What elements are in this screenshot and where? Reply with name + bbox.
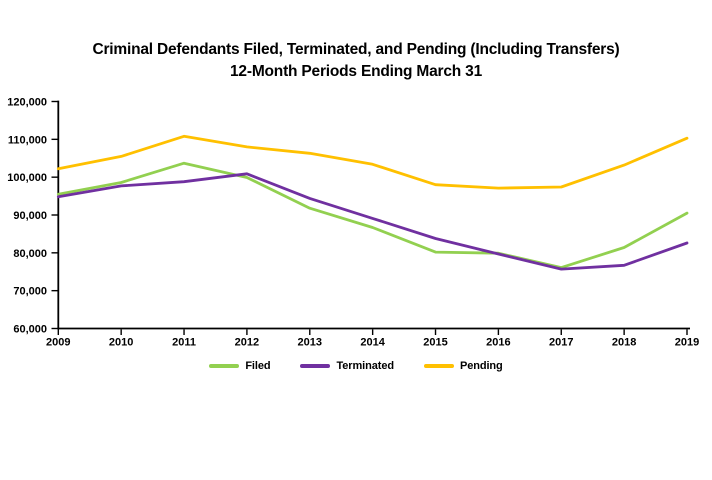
y-axis-tick-label: 80,000 — [13, 248, 47, 260]
chart-title-block: Criminal Defendants Filed, Terminated, a… — [0, 39, 712, 83]
x-axis-tick-label: 2015 — [423, 337, 447, 349]
y-axis-tick-label: 60,000 — [13, 324, 47, 336]
x-axis-tick-label: 2010 — [109, 337, 133, 349]
y-axis-tick-label: 100,000 — [7, 172, 47, 184]
y-axis-tick-label: 120,000 — [7, 97, 47, 109]
x-axis-tick-label: 2019 — [675, 337, 699, 349]
legend-item-pending: Pending — [423, 360, 503, 372]
chart-title: Criminal Defendants Filed, Terminated, a… — [92, 41, 620, 58]
legend-swatch-terminated — [300, 364, 331, 368]
filed-line — [56, 161, 689, 270]
y-axis-tick-label: 90,000 — [13, 210, 47, 222]
legend-label-terminated: Terminated — [336, 360, 394, 372]
legend-swatch-pending — [423, 364, 454, 368]
x-axis-tick-label: 2016 — [486, 337, 510, 349]
legend-label-filed: Filed — [245, 360, 271, 372]
pending-line — [56, 134, 689, 190]
x-axis-tick-label: 2014 — [360, 337, 385, 349]
line-plot: 60,000 70,000 80,000 90,000 100,000 110,000 12… — [7, 97, 699, 349]
y-axis-tick-label: 70,000 — [13, 286, 47, 298]
legend-item-terminated: Terminated — [300, 360, 394, 372]
x-axis-tick-label: 2012 — [235, 337, 259, 349]
y-axis-tick-label: 110,000 — [8, 134, 47, 146]
chart-legend: Filed Terminated Pending — [0, 360, 712, 372]
x-axis-tick-label: 2013 — [298, 337, 322, 349]
x-axis-tick-label: 2017 — [549, 337, 573, 349]
chart-subtitle: 12-Month Periods Ending March 31 — [230, 63, 482, 80]
x-axis-tick-label: 2009 — [46, 337, 70, 349]
legend-item-filed: Filed — [209, 360, 271, 372]
x-axis-tick-label: 2011 — [172, 337, 196, 349]
legend-label-pending: Pending — [459, 360, 503, 372]
legend-swatch-filed — [209, 364, 240, 368]
x-axis-tick-label: 2018 — [612, 337, 636, 349]
terminated-line — [56, 172, 689, 271]
